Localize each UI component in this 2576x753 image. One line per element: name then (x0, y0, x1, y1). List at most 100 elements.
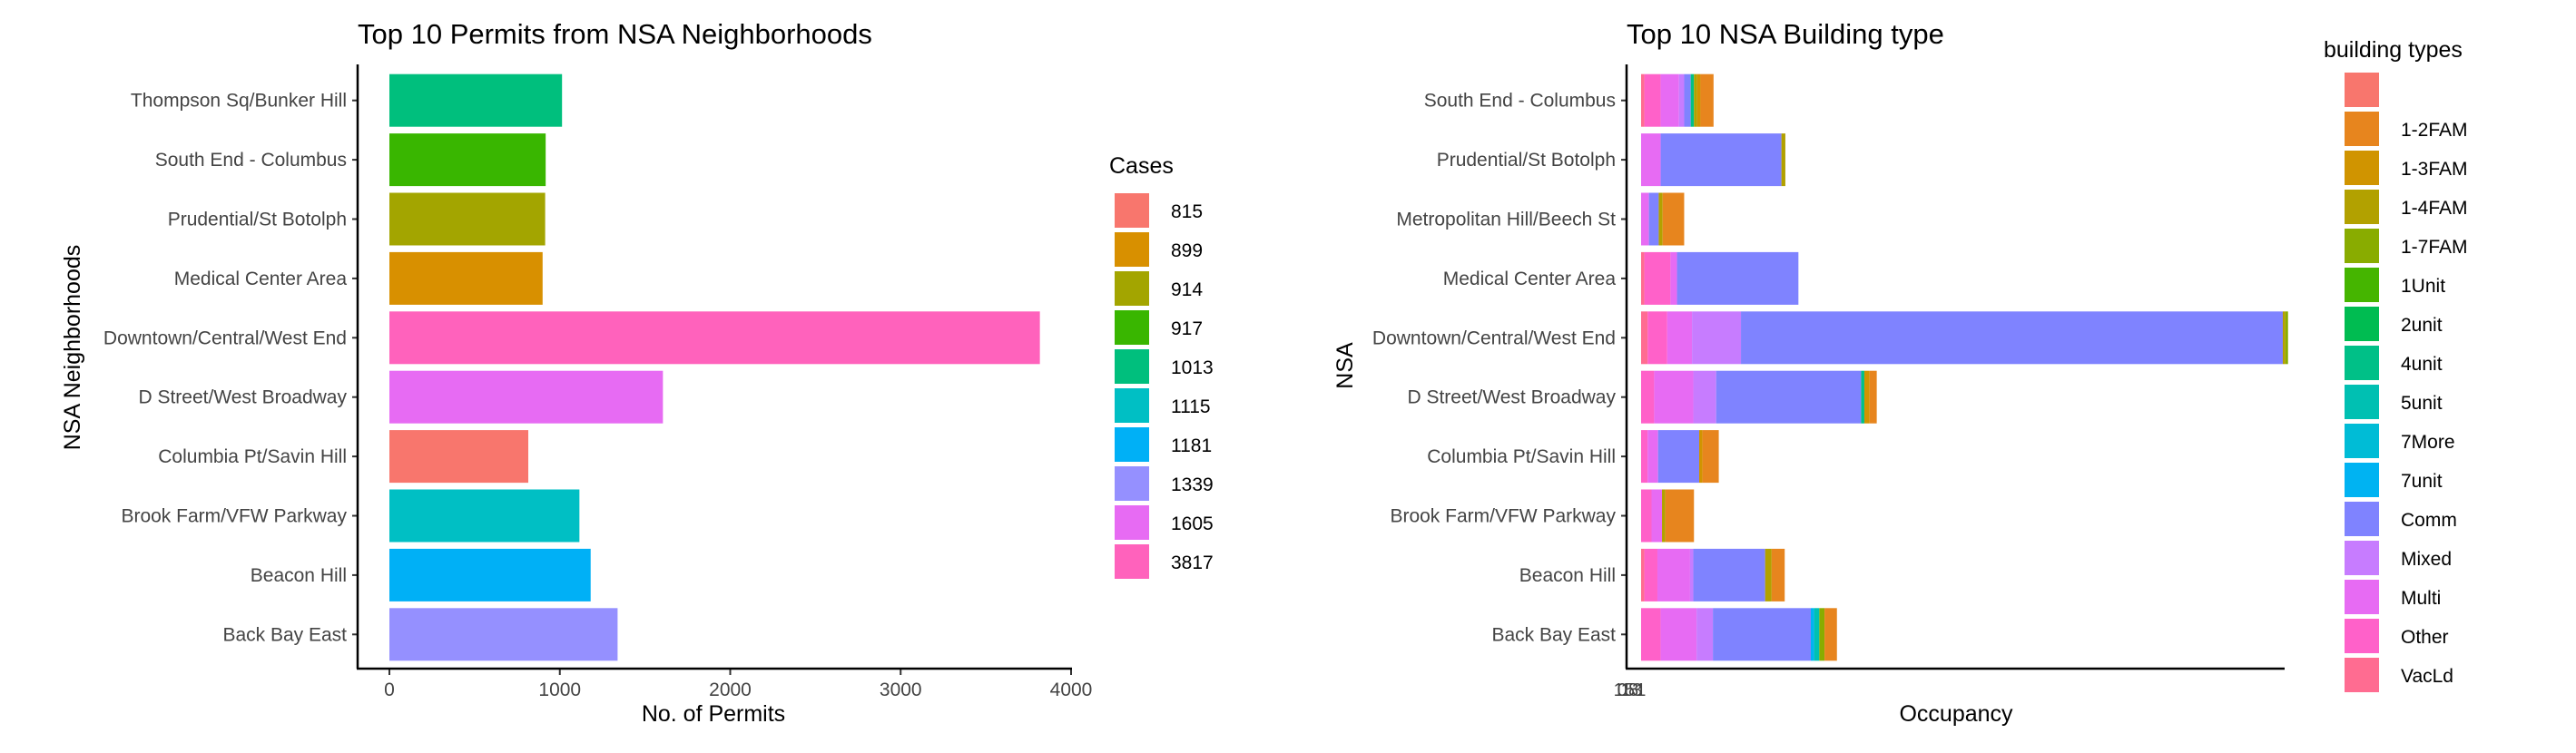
bar-segment (1690, 73, 1695, 127)
x-tick-label: 1000 (538, 680, 581, 700)
bar-segment (1741, 311, 2283, 365)
bar-segment (1702, 430, 1719, 484)
bars (389, 73, 1040, 661)
legend-key (1115, 388, 1149, 423)
bar-segment (1658, 192, 1663, 246)
bar-segment (1641, 608, 1661, 661)
legend-label: 1-7FAM (2401, 237, 2468, 258)
bar-segment (1660, 133, 1782, 187)
x-tick-label: 0 (384, 680, 395, 700)
y-tick-label: D Street/West Broadway (138, 387, 347, 408)
legend-label: VacLd (2401, 666, 2453, 687)
y-tick-label: Downtown/Central/West End (1372, 328, 1616, 348)
bar-segment (1694, 73, 1697, 127)
y-tick-label: Metropolitan Hill/Beech St (1396, 210, 1616, 230)
legend-label: Comm (2401, 510, 2457, 531)
bar (389, 548, 591, 601)
bar-segment (1660, 73, 1679, 127)
y-axis-label: NSA (1332, 342, 1358, 389)
legend-label: Multi (2401, 588, 2441, 609)
legend-key (2345, 151, 2379, 185)
bar-segment (2285, 311, 2288, 365)
bar-segment (1641, 192, 1649, 246)
y-tick-label: Columbia Pt/Savin Hill (1427, 446, 1616, 467)
legend-key (2345, 502, 2379, 536)
bar-segment (1641, 548, 1645, 601)
legend-key (2345, 268, 2379, 302)
x-axis-label: Occupancy (1899, 701, 2013, 727)
bar (389, 430, 529, 484)
bar-segment (1869, 370, 1877, 424)
bar-segment (1765, 548, 1772, 601)
bar-segment (1696, 608, 1714, 661)
bar-segment (1648, 192, 1659, 246)
bar-segment (1641, 73, 1645, 127)
legend-label: 1-4FAM (2401, 198, 2468, 219)
building-type-chart: Top 10 NSA Building type NSA Occupancy 1… (1332, 18, 2468, 727)
y-axis-label: NSA Neighborhoods (60, 245, 85, 451)
legend-label: 1339 (1171, 474, 1214, 495)
legend: building types 1-2FAM 1-3FAM 1-4FAM 1-7FAM 1… (2324, 37, 2468, 692)
legend-label: 3817 (1171, 553, 1214, 573)
bar-segment (1696, 73, 1701, 127)
bar (389, 251, 543, 305)
legend-key (1115, 544, 1149, 579)
x-tick-label: 2000 (709, 680, 752, 700)
legend-label: 1-2FAM (2401, 120, 2468, 141)
legend-label: 815 (1171, 201, 1203, 222)
bar-segment (1641, 370, 1655, 424)
y-tick-label: Prudential/St Botolph (1437, 150, 1616, 171)
y-tick-label: Columbia Pt/Savin Hill (158, 446, 347, 467)
bar-segment (1781, 133, 1785, 187)
x-ticks: 0 1000 2000 3000 4000 (384, 669, 1092, 700)
bar-segment (1641, 430, 1648, 484)
x-tick-labels-overlapping: 1015831 (1614, 680, 1647, 700)
bar-segment (1647, 430, 1658, 484)
legend-key (2345, 190, 2379, 224)
bar (389, 133, 546, 187)
legend-key (2345, 307, 2379, 341)
legend-key (2345, 346, 2379, 380)
bar (389, 73, 563, 127)
bar-segment (1676, 251, 1799, 305)
bar-segment (1641, 311, 1648, 365)
x-tick-label: 4000 (1050, 680, 1093, 700)
bar-segment (1647, 311, 1667, 365)
legend-label: 914 (1171, 279, 1203, 300)
legend-key (1115, 505, 1149, 540)
legend-key (2345, 541, 2379, 575)
legend-key (1115, 427, 1149, 462)
legend-key (1115, 466, 1149, 501)
legend-key (1115, 349, 1149, 384)
legend-key (2345, 112, 2379, 146)
bar-segment (1667, 311, 1693, 365)
legend-label: 917 (1171, 318, 1203, 339)
bar-segment (1641, 251, 1645, 305)
legend-key (1115, 193, 1149, 228)
stacked-bars (1641, 73, 2288, 661)
legend-label: 2unit (2401, 315, 2443, 336)
y-tick-label: Brook Farm/VFW Parkway (121, 506, 347, 527)
bar-segment (1824, 608, 1837, 661)
bar-segment (1654, 370, 1694, 424)
bar (389, 192, 546, 246)
bar (389, 608, 618, 661)
y-tick-label: D Street/West Broadway (1407, 387, 1616, 408)
y-tick-label: Prudential/St Botolph (168, 210, 347, 230)
legend-key (2345, 658, 2379, 692)
legend-key (2345, 580, 2379, 614)
legend-key (2345, 385, 2379, 419)
legend-label: 7unit (2401, 471, 2443, 492)
bar-segment (1814, 608, 1820, 661)
legend-key (1115, 310, 1149, 345)
y-tick-label: South End - Columbus (155, 150, 347, 171)
legend-key (1115, 232, 1149, 267)
y-tick-label: South End - Columbus (1424, 91, 1616, 112)
y-tick-labels: Thompson Sq/Bunker Hill South End - Colum… (103, 91, 358, 645)
bar-segment (1693, 548, 1765, 601)
bar-segment (1716, 370, 1862, 424)
legend-label: 899 (1171, 240, 1203, 261)
legend-label: 7More (2401, 432, 2455, 453)
bar-segment (1644, 548, 1657, 601)
